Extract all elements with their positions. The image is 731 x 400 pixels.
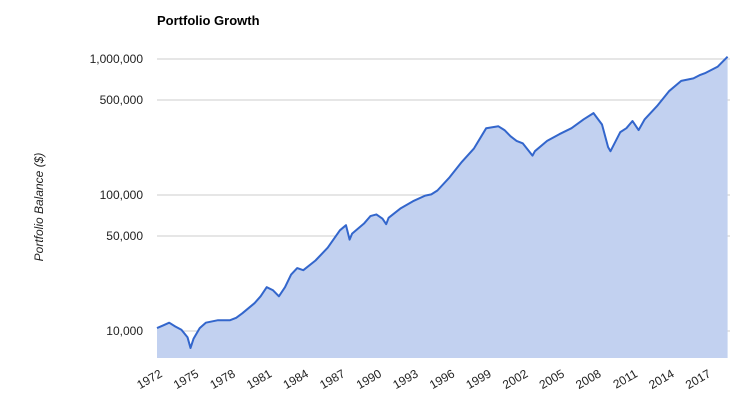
y-tick-label: 10,000 bbox=[106, 324, 143, 338]
x-tick-label: 1990 bbox=[354, 366, 384, 392]
x-tick-label: 1984 bbox=[281, 366, 311, 392]
x-tick-label: 2014 bbox=[646, 366, 676, 392]
y-tick-label: 100,000 bbox=[100, 188, 144, 202]
x-tick-label: 1981 bbox=[244, 366, 274, 392]
chart-title: Portfolio Growth bbox=[157, 13, 260, 28]
portfolio-area-fill bbox=[157, 56, 728, 358]
x-tick-label: 1996 bbox=[427, 366, 457, 392]
x-tick-label: 1999 bbox=[464, 366, 494, 392]
x-axis-ticks: 1972 1975 1978 1981 1984 1987 1990 1993 1996 1999… bbox=[134, 366, 713, 392]
x-tick-label: 1972 bbox=[134, 366, 164, 392]
x-tick-label: 1975 bbox=[171, 366, 201, 392]
x-tick-label: 2005 bbox=[537, 366, 567, 392]
x-tick-label: 2002 bbox=[500, 366, 530, 392]
x-tick-label: 1978 bbox=[208, 366, 238, 392]
y-tick-label: 1,000,000 bbox=[90, 52, 144, 66]
x-tick-label: 1987 bbox=[317, 366, 347, 392]
x-tick-label: 2017 bbox=[683, 366, 713, 392]
portfolio-series-line bbox=[156, 55, 729, 349]
y-axis-ticks: 10,000 50,000 100,000 500,000 1,000,000 bbox=[90, 52, 144, 338]
x-tick-label: 2008 bbox=[573, 366, 603, 392]
x-tick-label: 2011 bbox=[611, 366, 641, 391]
y-tick-label: 500,000 bbox=[100, 93, 144, 107]
y-tick-label: 50,000 bbox=[106, 229, 143, 243]
x-tick-label: 1993 bbox=[390, 366, 420, 392]
y-axis-label: Portfolio Balance ($) bbox=[32, 153, 46, 262]
